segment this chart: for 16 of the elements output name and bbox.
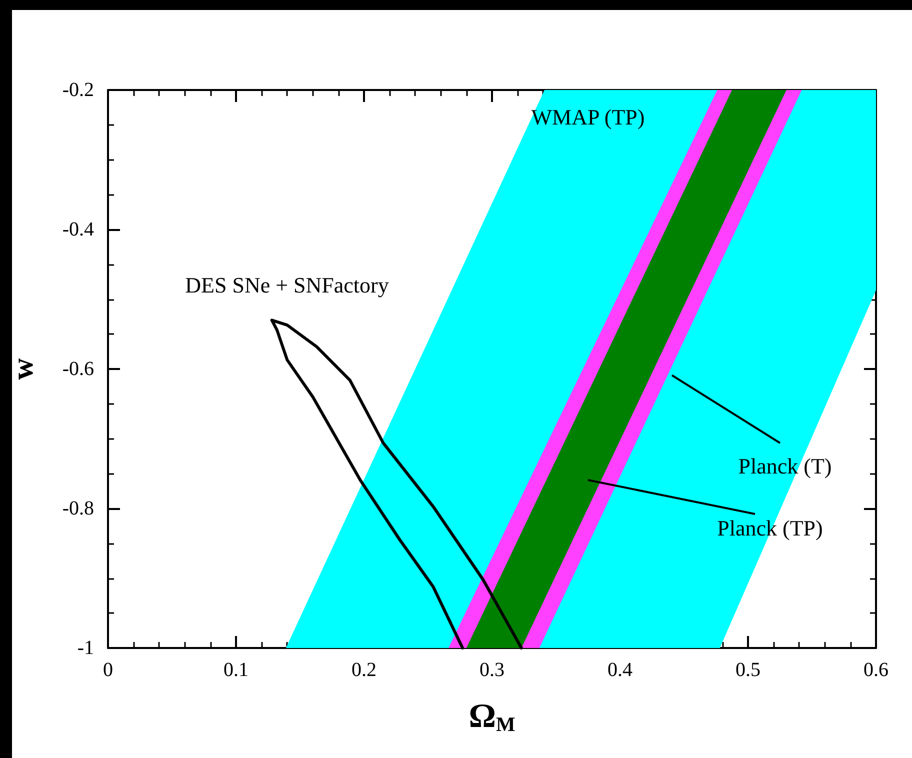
x-tick-label: 0.3	[480, 659, 504, 681]
annotation: WMAP (TP)	[531, 104, 645, 130]
x-tick-label: 0	[103, 659, 113, 681]
y-tick-label: -0.2	[62, 79, 94, 101]
y-tick-label: -1	[77, 637, 94, 659]
y-axis-title: w	[6, 358, 40, 380]
y-tick-label: -0.8	[62, 498, 94, 520]
y-tick-label: -0.4	[62, 218, 94, 240]
annotation: Planck (T)	[738, 454, 832, 478]
x-tick-label: 0.6	[864, 659, 888, 681]
x-tick-label: 0.2	[352, 659, 376, 681]
y-tick-label: -0.6	[62, 358, 94, 380]
x-tick-label: 0.5	[736, 659, 760, 681]
x-tick-label: 0.4	[608, 659, 632, 681]
annotation: DES SNe + SNFactory	[185, 272, 389, 298]
x-tick-label: 0.1	[224, 659, 248, 681]
